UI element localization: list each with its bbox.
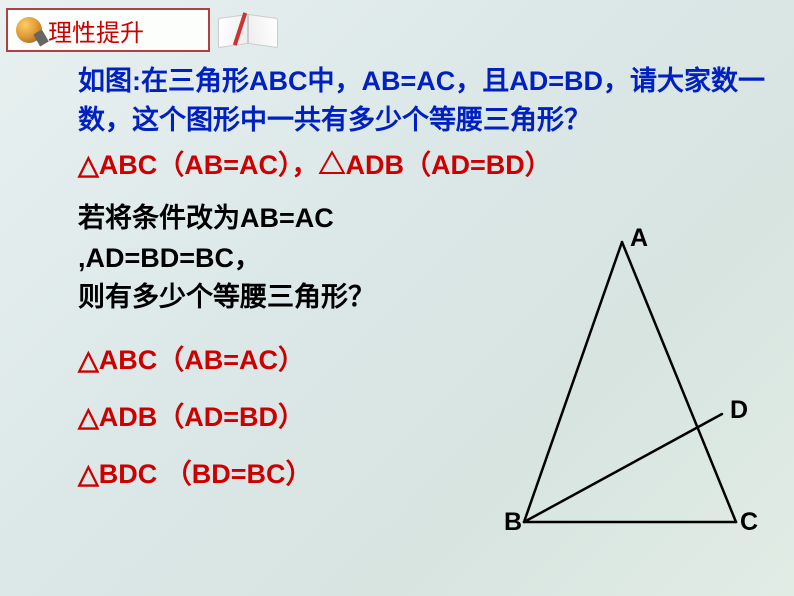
triangle-figure: ABCD xyxy=(506,228,766,568)
book-icon xyxy=(218,10,282,52)
question-2: 若将条件改为AB=AC ,AD=BD=BC， 则有多少个等腰三角形？ xyxy=(78,199,498,316)
question-1: 如图:在三角形ABC中，AB=AC，且AD=BD，请大家数一数，这个图形中一共有… xyxy=(78,62,774,140)
book-right-page xyxy=(248,14,278,48)
answer-1: △ABC（AB=AC），△ADB（AD=BD） xyxy=(78,146,774,185)
vertex-label-b: B xyxy=(504,508,522,537)
globe-icon xyxy=(16,17,42,43)
header-title: 理性提升 xyxy=(48,13,144,48)
question-2-line1: 若将条件改为AB=AC ,AD=BD=BC， xyxy=(78,199,498,277)
vertex-label-d: D xyxy=(730,396,748,425)
vertex-label-a: A xyxy=(630,224,648,253)
vertex-label-c: C xyxy=(740,508,758,537)
question-2-line2: 则有多少个等腰三角形？ xyxy=(78,278,498,317)
triangle-svg xyxy=(506,228,766,568)
header-box: 理性提升 xyxy=(6,8,210,52)
